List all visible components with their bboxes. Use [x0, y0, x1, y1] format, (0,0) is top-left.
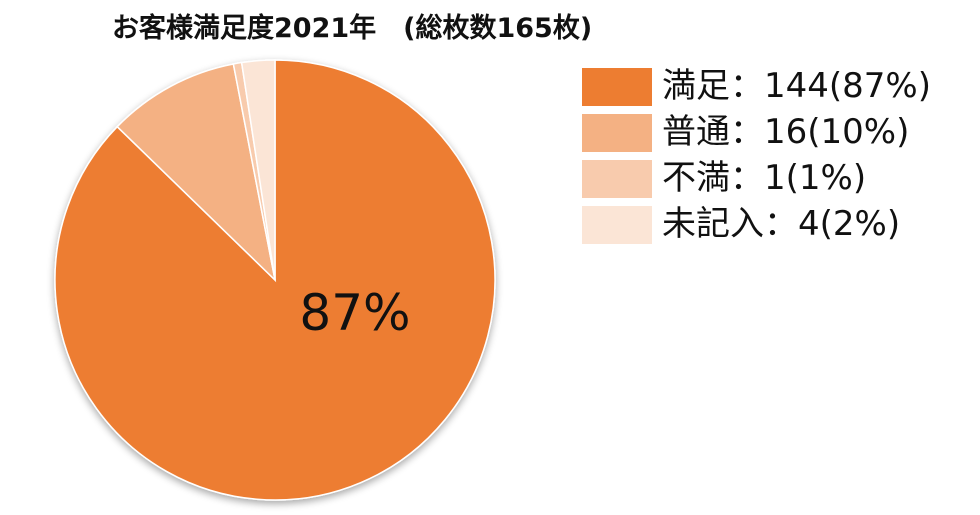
pie-data-labels: 87%	[299, 284, 410, 342]
legend-swatch-3	[582, 159, 652, 198]
legend: 満足：144(87%) 普通：16(10%) 不満：1(1%) 未記入：4(2%)	[582, 64, 931, 248]
legend-label-2: 普通：16(10%)	[662, 112, 910, 152]
legend-item-3: 不満：1(1%)	[582, 156, 931, 201]
legend-swatch-2	[582, 113, 652, 152]
legend-label-4: 未記入：4(2%)	[662, 204, 901, 244]
pie-slice-2	[116, 63, 277, 283]
legend-label-1: 満足：144(87%)	[662, 66, 931, 106]
pie-slice-4	[240, 59, 276, 281]
legend-item-2: 普通：16(10%)	[582, 110, 931, 155]
pie-data-label-1: 87%	[299, 284, 410, 342]
legend-item-1: 満足：144(87%)	[582, 64, 931, 109]
legend-item-4: 未記入：4(2%)	[582, 202, 931, 247]
legend-swatch-1	[582, 67, 652, 106]
legend-label-3: 不満：1(1%)	[662, 158, 867, 198]
legend-swatch-4	[582, 205, 652, 244]
pie-slices	[54, 59, 496, 501]
chart-title: お客様満足度2021年 (総枚数165枚)	[112, 13, 593, 44]
